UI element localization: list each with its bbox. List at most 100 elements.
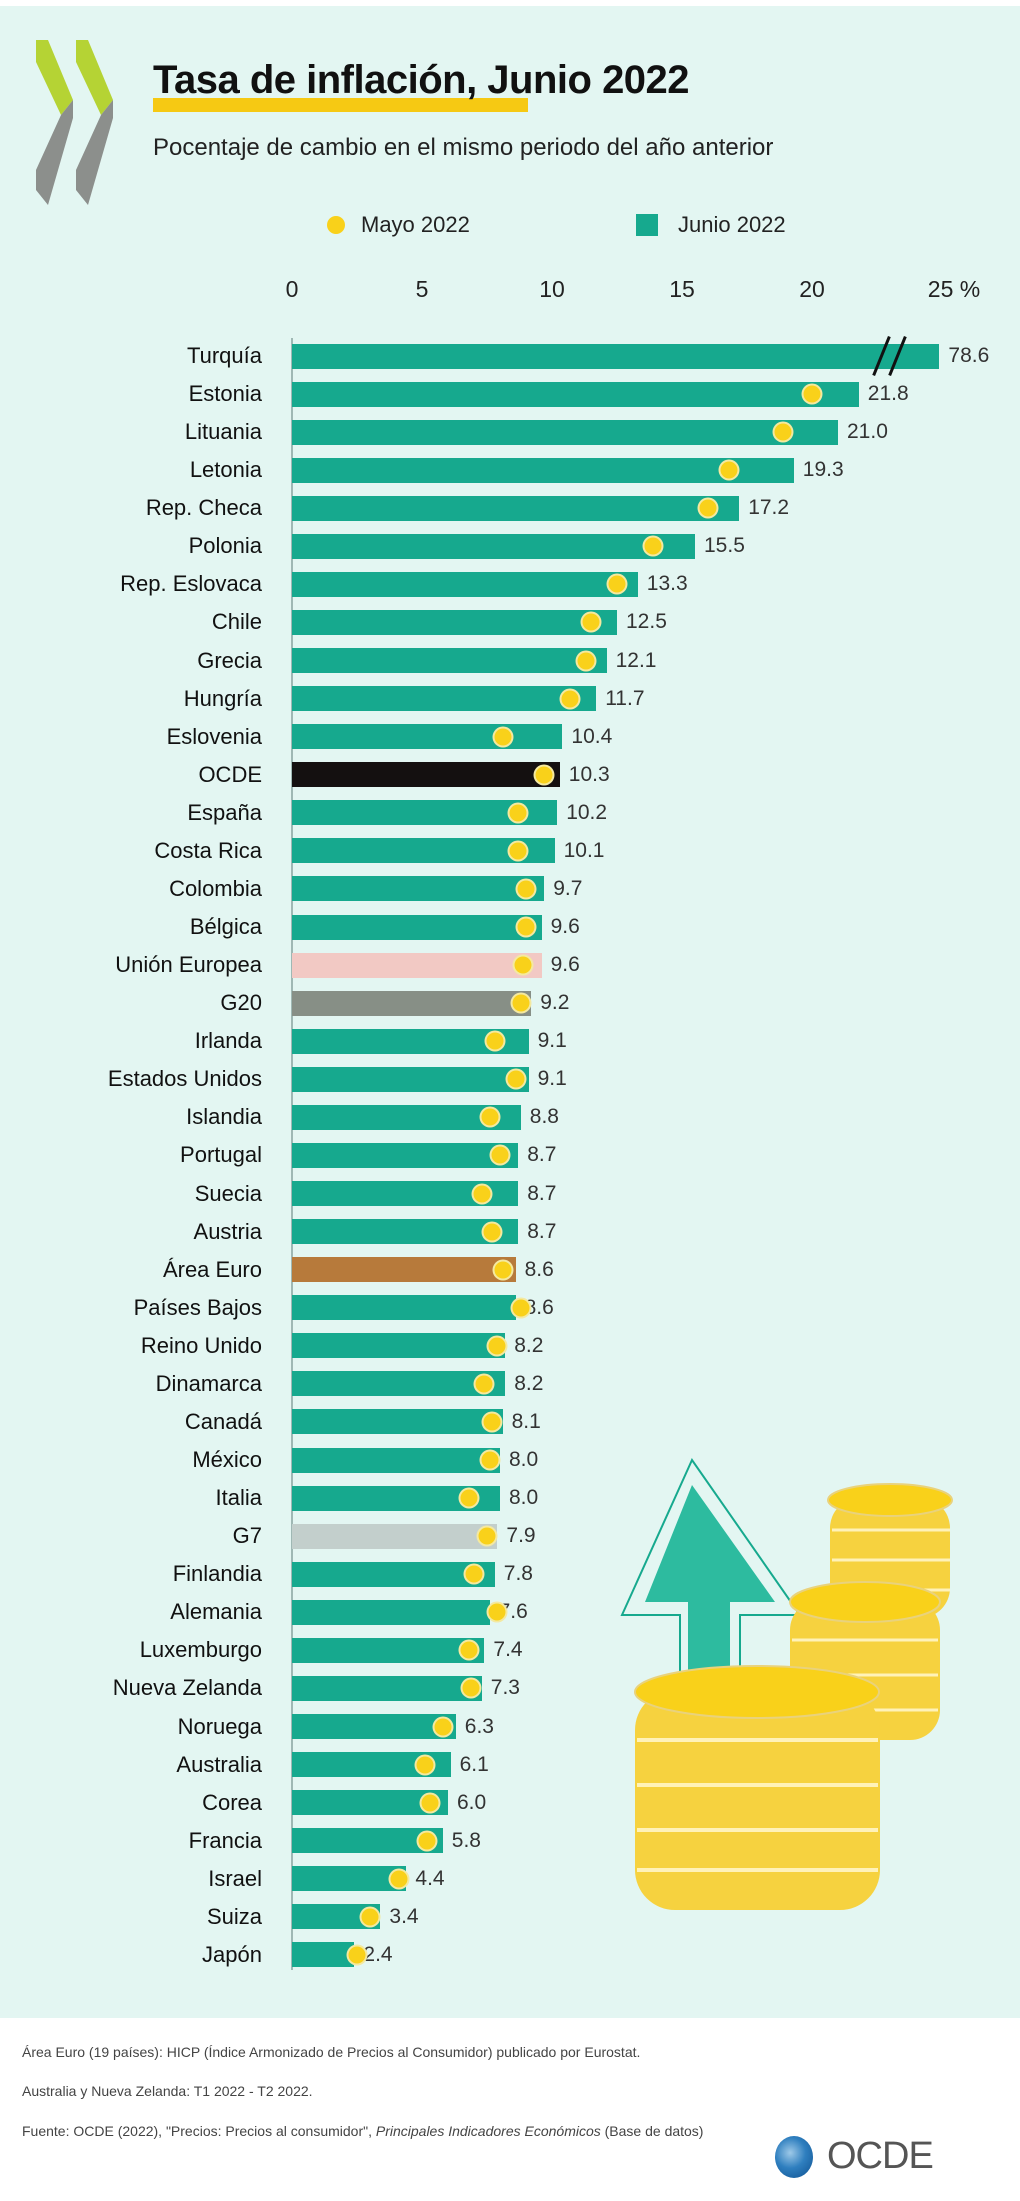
category-label: España: [187, 799, 262, 825]
dot-may: [507, 1070, 525, 1088]
bar-june: [292, 1866, 407, 1892]
dot-may: [481, 1108, 499, 1126]
category-label: Irlanda: [194, 1028, 262, 1054]
value-label: 9.6: [550, 915, 580, 939]
bar-june: [292, 1714, 456, 1740]
category-label: Letonia: [189, 457, 262, 483]
dot-may: [462, 1679, 480, 1697]
dot-may: [561, 690, 579, 708]
ocde-logo-text: OCDE: [827, 2135, 934, 2177]
dot-may: [390, 1870, 408, 1888]
dot-may: [416, 1756, 434, 1774]
up-arrow-icon: [620, 1457, 802, 1691]
value-label: 7.6: [498, 1600, 528, 1624]
bar-june: [292, 571, 638, 597]
bar-june: [292, 1295, 516, 1321]
dot-may: [475, 1375, 493, 1393]
legend-square-icon: [636, 214, 658, 236]
category-label: Área Euro: [162, 1256, 262, 1282]
value-label: 78.6: [948, 344, 990, 367]
value-label: 10.1: [563, 838, 605, 862]
x-tick-label: 0: [285, 276, 299, 302]
value-label: 11.7: [605, 686, 645, 710]
legend-item-june: Junio 2022: [636, 212, 786, 238]
legend-dot-icon: [327, 216, 345, 234]
dot-may: [418, 1832, 436, 1850]
value-label: 8.6: [524, 1257, 554, 1281]
dot-may: [512, 1299, 530, 1317]
category-label: Israel: [208, 1865, 262, 1891]
dot-may: [481, 1451, 499, 1469]
dot-may: [460, 1641, 478, 1659]
dot-may: [473, 1185, 491, 1203]
value-label: 19.3: [802, 458, 844, 482]
bar-june: [292, 952, 542, 978]
bar-june: [292, 1828, 443, 1854]
value-label: 8.0: [509, 1486, 539, 1510]
x-tick-label: 5: [415, 276, 429, 302]
dot-may: [517, 918, 535, 936]
globe-icon: [775, 2135, 813, 2178]
value-label: 5.8: [451, 1828, 481, 1852]
bar-june: [292, 419, 838, 445]
bar-june: [292, 1409, 503, 1435]
value-label: 6.1: [459, 1752, 489, 1776]
bar-june: [292, 1142, 519, 1168]
large-coin-stack-icon: [634, 1665, 880, 1910]
category-label: G7: [232, 1523, 262, 1549]
category-label: Rep. Checa: [145, 495, 262, 521]
x-tick-label: 10: [539, 276, 565, 302]
bar-june: [292, 1942, 355, 1968]
category-label: Costa Rica: [154, 837, 262, 863]
dot-may: [512, 994, 530, 1012]
oecd-chevron-logo-icon: [36, 40, 113, 205]
dot-may: [582, 613, 600, 631]
footnote-source: Fuente: OCDE (2022), "Precios: Precios a…: [22, 2123, 703, 2139]
value-label: 8.1: [511, 1409, 541, 1433]
value-label: 7.3: [490, 1676, 520, 1700]
category-label: Suecia: [194, 1180, 262, 1206]
dot-may: [509, 842, 527, 860]
dot-may: [460, 1489, 478, 1507]
dot-may: [488, 1337, 506, 1355]
chart-subtitle: Pocentaje de cambio en el mismo periodo …: [153, 134, 774, 161]
value-label: 10.2: [566, 800, 608, 824]
dot-may: [577, 652, 595, 670]
dot-may: [699, 499, 717, 517]
value-label: 9.6: [550, 953, 580, 977]
category-label: Estados Unidos: [107, 1066, 262, 1092]
value-label: 8.7: [527, 1219, 557, 1243]
category-label: Suiza: [206, 1903, 262, 1929]
value-label: 8.7: [527, 1181, 557, 1205]
dot-may: [361, 1908, 379, 1926]
category-label: OCDE: [198, 761, 262, 787]
category-label: México: [192, 1447, 262, 1473]
legend-item-may: Mayo 2022: [327, 212, 470, 238]
category-label: Nueva Zelanda: [112, 1675, 262, 1701]
category-label: Rep. Eslovaca: [120, 571, 262, 597]
value-label: 8.7: [527, 1143, 557, 1167]
category-label: Bélgica: [189, 914, 262, 940]
bar-june: [292, 1561, 495, 1587]
category-label: Corea: [202, 1789, 262, 1815]
category-label: Portugal: [180, 1142, 262, 1168]
category-label: Grecia: [197, 647, 262, 673]
bar-june: [292, 724, 563, 750]
value-label: 13.3: [646, 572, 688, 596]
dot-may: [421, 1794, 439, 1812]
value-label: 21.0: [847, 420, 888, 444]
ocde-brand-logo: OCDE: [775, 2135, 934, 2178]
bar-june: [292, 457, 794, 483]
value-label: 9.1: [537, 1029, 567, 1053]
bar-june: [292, 648, 607, 674]
dot-may: [494, 728, 512, 746]
bar-june: [292, 381, 859, 407]
category-label: Canadá: [184, 1408, 262, 1434]
dot-may: [465, 1565, 483, 1583]
source-prefix: Fuente: OCDE (2022), "Precios: Precios a…: [22, 2123, 376, 2139]
bar-june: [292, 914, 542, 940]
value-label: 7.8: [503, 1562, 533, 1586]
category-label: Luxemburgo: [139, 1637, 262, 1663]
bar-june: [292, 686, 597, 712]
category-label: Hungría: [183, 685, 262, 711]
